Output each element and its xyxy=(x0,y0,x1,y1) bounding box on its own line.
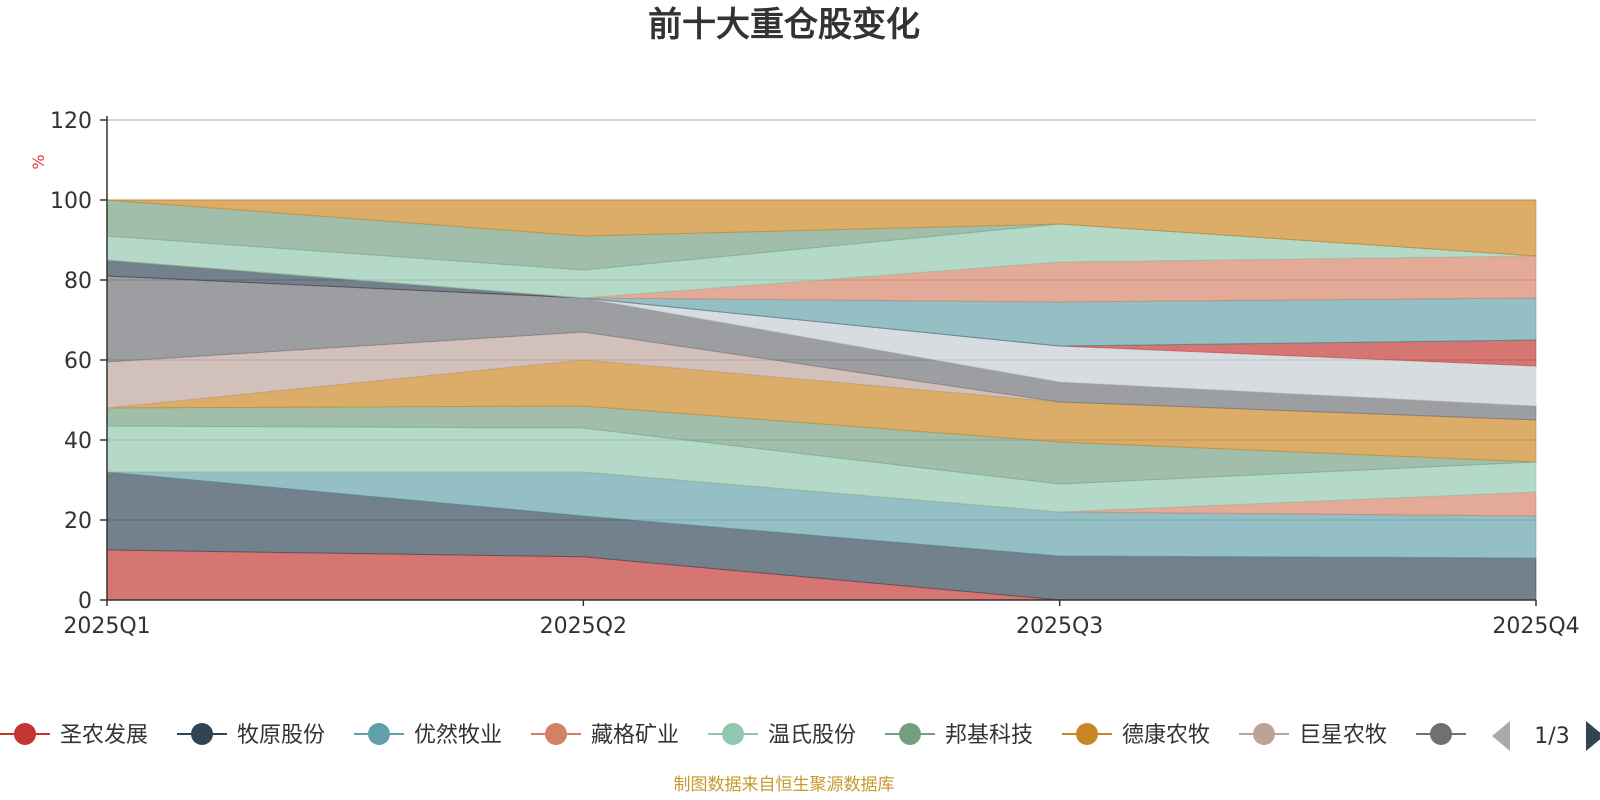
legend-marker-icon xyxy=(14,723,36,745)
legend-item[interactable]: 藏格矿业 xyxy=(531,723,679,748)
legend: 圣农发展牧原股份优然牧业藏格矿业温氏股份邦基科技德康农牧巨星农牧氵1/3 xyxy=(0,710,1600,760)
legend-marker-icon xyxy=(368,723,390,745)
legend-item[interactable]: 德康农牧 xyxy=(1062,723,1210,748)
legend-next-icon[interactable] xyxy=(1586,721,1600,751)
y-tick-label: 80 xyxy=(64,269,92,294)
legend-item[interactable]: 圣农发展 xyxy=(0,723,148,748)
legend-marker-icon xyxy=(1076,723,1098,745)
x-tick-label: 2025Q4 xyxy=(1492,614,1579,639)
legend-label: 德康农牧 xyxy=(1122,723,1210,748)
y-tick-label: 40 xyxy=(64,429,92,454)
legend-item[interactable]: 巨星农牧 xyxy=(1239,723,1387,748)
axes: 0 20 40 60 80 100 120 2025Q1 2025Q2 2025Q3 2025Q4 xyxy=(50,109,1580,639)
legend-label: 温氏股份 xyxy=(768,723,856,748)
legend-item[interactable]: 牧原股份 xyxy=(177,723,325,748)
stacked-areas xyxy=(106,199,1537,601)
legend-marker-icon xyxy=(722,723,744,745)
legend-marker-icon xyxy=(191,723,213,745)
legend-label: 邦基科技 xyxy=(945,723,1033,748)
legend-item[interactable]: 优然牧业 xyxy=(354,723,502,748)
legend-prev-icon[interactable] xyxy=(1492,721,1510,751)
legend-item[interactable]: 邦基科技 xyxy=(885,723,1033,748)
legend-marker-icon xyxy=(1430,723,1452,745)
legend-marker-icon xyxy=(899,723,921,745)
legend-label: 藏格矿业 xyxy=(591,723,679,748)
legend-label: 牧原股份 xyxy=(237,723,325,748)
y-tick-label: 120 xyxy=(50,109,92,134)
legend-marker-icon xyxy=(1253,723,1275,745)
x-tick-label: 2025Q3 xyxy=(1016,614,1103,639)
y-tick-label: 60 xyxy=(64,349,92,374)
y-tick-label: 100 xyxy=(50,189,92,214)
x-tick-label: 2025Q1 xyxy=(63,614,150,639)
y-tick-label: 20 xyxy=(64,509,92,534)
source-note: 制图数据来自恒生聚源数据库 xyxy=(674,775,895,795)
x-tick-label: 2025Q2 xyxy=(540,614,627,639)
legend-label: 优然牧业 xyxy=(414,723,502,748)
y-axis-unit: % xyxy=(29,154,48,169)
area-band xyxy=(106,199,1537,257)
legend-item[interactable]: 温氏股份 xyxy=(708,723,856,748)
y-tick-label: 0 xyxy=(78,589,92,614)
legend-label: 圣农发展 xyxy=(60,723,148,748)
legend-marker-icon xyxy=(545,723,567,745)
legend-page-indicator: 1/3 xyxy=(1534,724,1569,749)
chart-title: 前十大重仓股变化 xyxy=(648,5,920,45)
legend-label: 巨星农牧 xyxy=(1299,723,1387,748)
